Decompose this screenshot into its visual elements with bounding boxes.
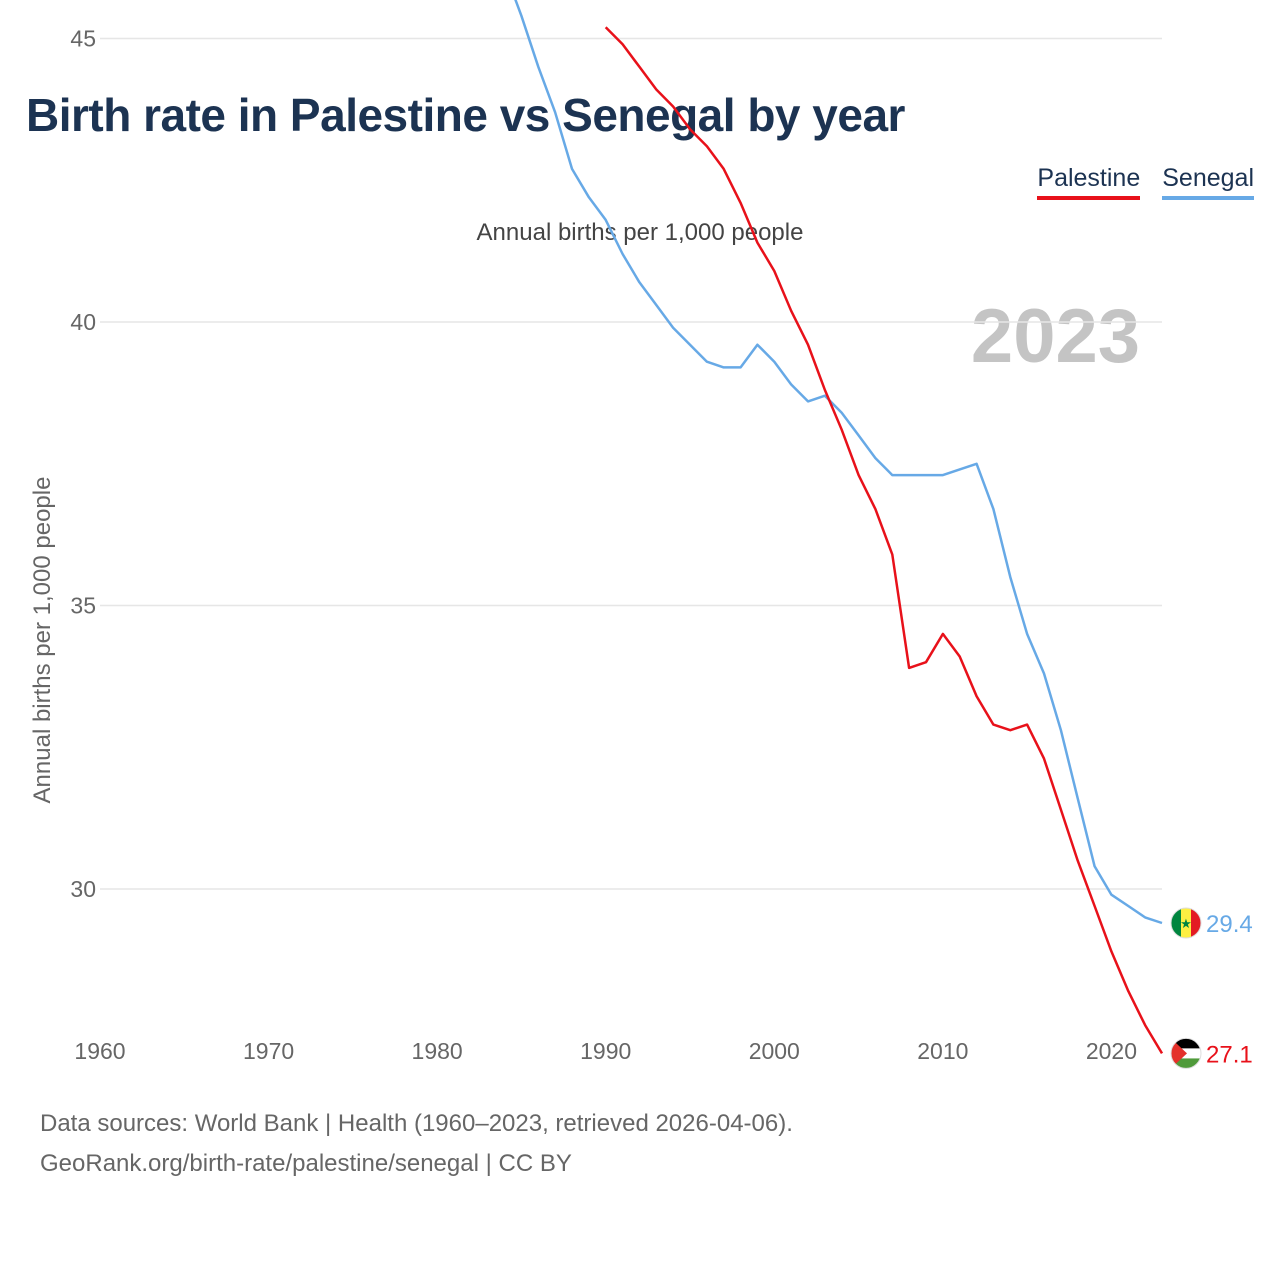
chart-title: Birth rate in Palestine vs Senegal by ye… <box>26 89 905 141</box>
svg-text:★: ★ <box>1180 917 1192 932</box>
y-axis-label: Annual births per 1,000 people <box>29 477 56 804</box>
footer: Data sources: World Bank | Health (1960–… <box>40 1104 793 1184</box>
end-value-label-senegal: 29.4 <box>1206 911 1253 938</box>
end-value-label-palestine: 27.1 <box>1206 1041 1253 1068</box>
palestine-flag-icon <box>1170 1037 1202 1069</box>
grid-lines <box>100 37 1162 890</box>
y-tick-label: 35 <box>70 593 96 619</box>
legend-item-palestine[interactable]: Palestine <box>1037 164 1141 200</box>
legend: Palestine Senegal <box>1037 164 1254 200</box>
senegal-flag-icon: ★ <box>1170 907 1202 939</box>
x-tick-label: 2000 <box>749 1038 800 1064</box>
y-tick-labels: 3035404550 <box>70 26 96 903</box>
series-line-palestine[interactable] <box>604 26 1164 1055</box>
y-tick-label: 40 <box>70 309 96 335</box>
year-watermark: 2023 <box>971 294 1140 379</box>
x-tick-label: 2010 <box>917 1038 968 1064</box>
x-tick-label: 1970 <box>243 1038 294 1064</box>
x-tick-label: 1990 <box>580 1038 631 1064</box>
x-tick-label: 2020 <box>1086 1038 1137 1064</box>
series-line-senegal[interactable] <box>100 0 1163 925</box>
footer-sources: Data sources: World Bank | Health (1960–… <box>40 1110 793 1137</box>
series-lines <box>100 0 1164 1055</box>
x-tick-label: 1960 <box>74 1038 125 1064</box>
x-tick-label: 1980 <box>412 1038 463 1064</box>
end-markers: 27.1 ★ 29.4 <box>1170 907 1253 1069</box>
y-tick-label: 30 <box>70 876 96 902</box>
legend-item-senegal[interactable]: Senegal <box>1162 164 1254 200</box>
footer-url[interactable]: GeoRank.org/birth-rate/palestine/senegal… <box>40 1150 572 1177</box>
y-tick-label: 45 <box>70 26 96 52</box>
x-tick-labels: 1960 1970 1980 1990 2000 2010 2020 <box>74 1038 1137 1064</box>
